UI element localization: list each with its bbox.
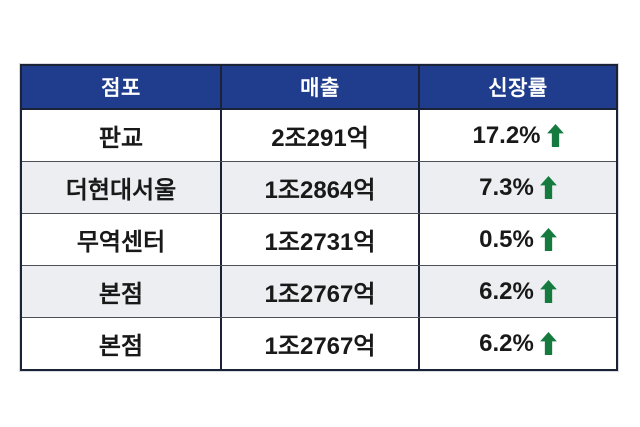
table-row: 무역센터 1조2731억 0.5% [22,213,616,265]
table-header-row: 점포 매출 신장률 [22,66,616,110]
up-arrow-icon [539,280,557,303]
store-sales-table: 점포 매출 신장률 판교 2조291억 17.2% 더현대서울 1조2864억 … [20,64,618,371]
up-arrow-icon [539,332,557,355]
store-cell: 본점 [98,333,144,360]
column-header-growth: 신장률 [418,66,616,108]
growth-value-wrap: 17.2% [472,121,564,150]
store-cell: 본점 [98,281,144,308]
sales-cell: 1조2731억 [220,214,418,265]
growth-value-wrap: 6.2% [479,278,557,306]
column-header-sales: 매출 [220,66,418,108]
sales-cell: 2조291억 [220,110,418,161]
sales-cell: 1조2767억 [220,266,418,317]
sales-cell: 1조2864억 [220,162,418,213]
table-row: 더현대서울 1조2864억 7.3% [22,161,616,213]
growth-value-wrap: 0.5% [479,226,557,254]
up-arrow-icon [546,124,564,147]
store-cell: 판교 [98,125,144,152]
growth-cell: 7.3% [418,162,616,213]
growth-value-wrap: 7.3% [479,174,557,202]
growth-value: 6.2% [479,329,534,357]
growth-value: 6.2% [479,277,534,305]
growth-value: 7.3% [479,173,534,201]
sales-cell: 1조2767억 [220,318,418,369]
growth-value: 17.2% [472,121,541,149]
table-row: 판교 2조291억 17.2% [22,110,616,161]
table-row: 본점 1조2767억 6.2% [22,265,616,317]
growth-cell: 0.5% [418,214,616,265]
store-cell: 더현대서울 [65,177,177,204]
up-arrow-icon [539,228,557,251]
growth-value-wrap: 6.2% [479,330,557,358]
growth-cell: 6.2% [418,318,616,369]
table-row: 본점 1조2767억 6.2% [22,317,616,369]
column-header-store: 점포 [101,77,141,100]
growth-value: 0.5% [479,225,534,253]
store-cell: 무역센터 [76,229,166,256]
up-arrow-icon [539,176,557,199]
growth-cell: 17.2% [418,110,616,161]
growth-cell: 6.2% [418,266,616,317]
